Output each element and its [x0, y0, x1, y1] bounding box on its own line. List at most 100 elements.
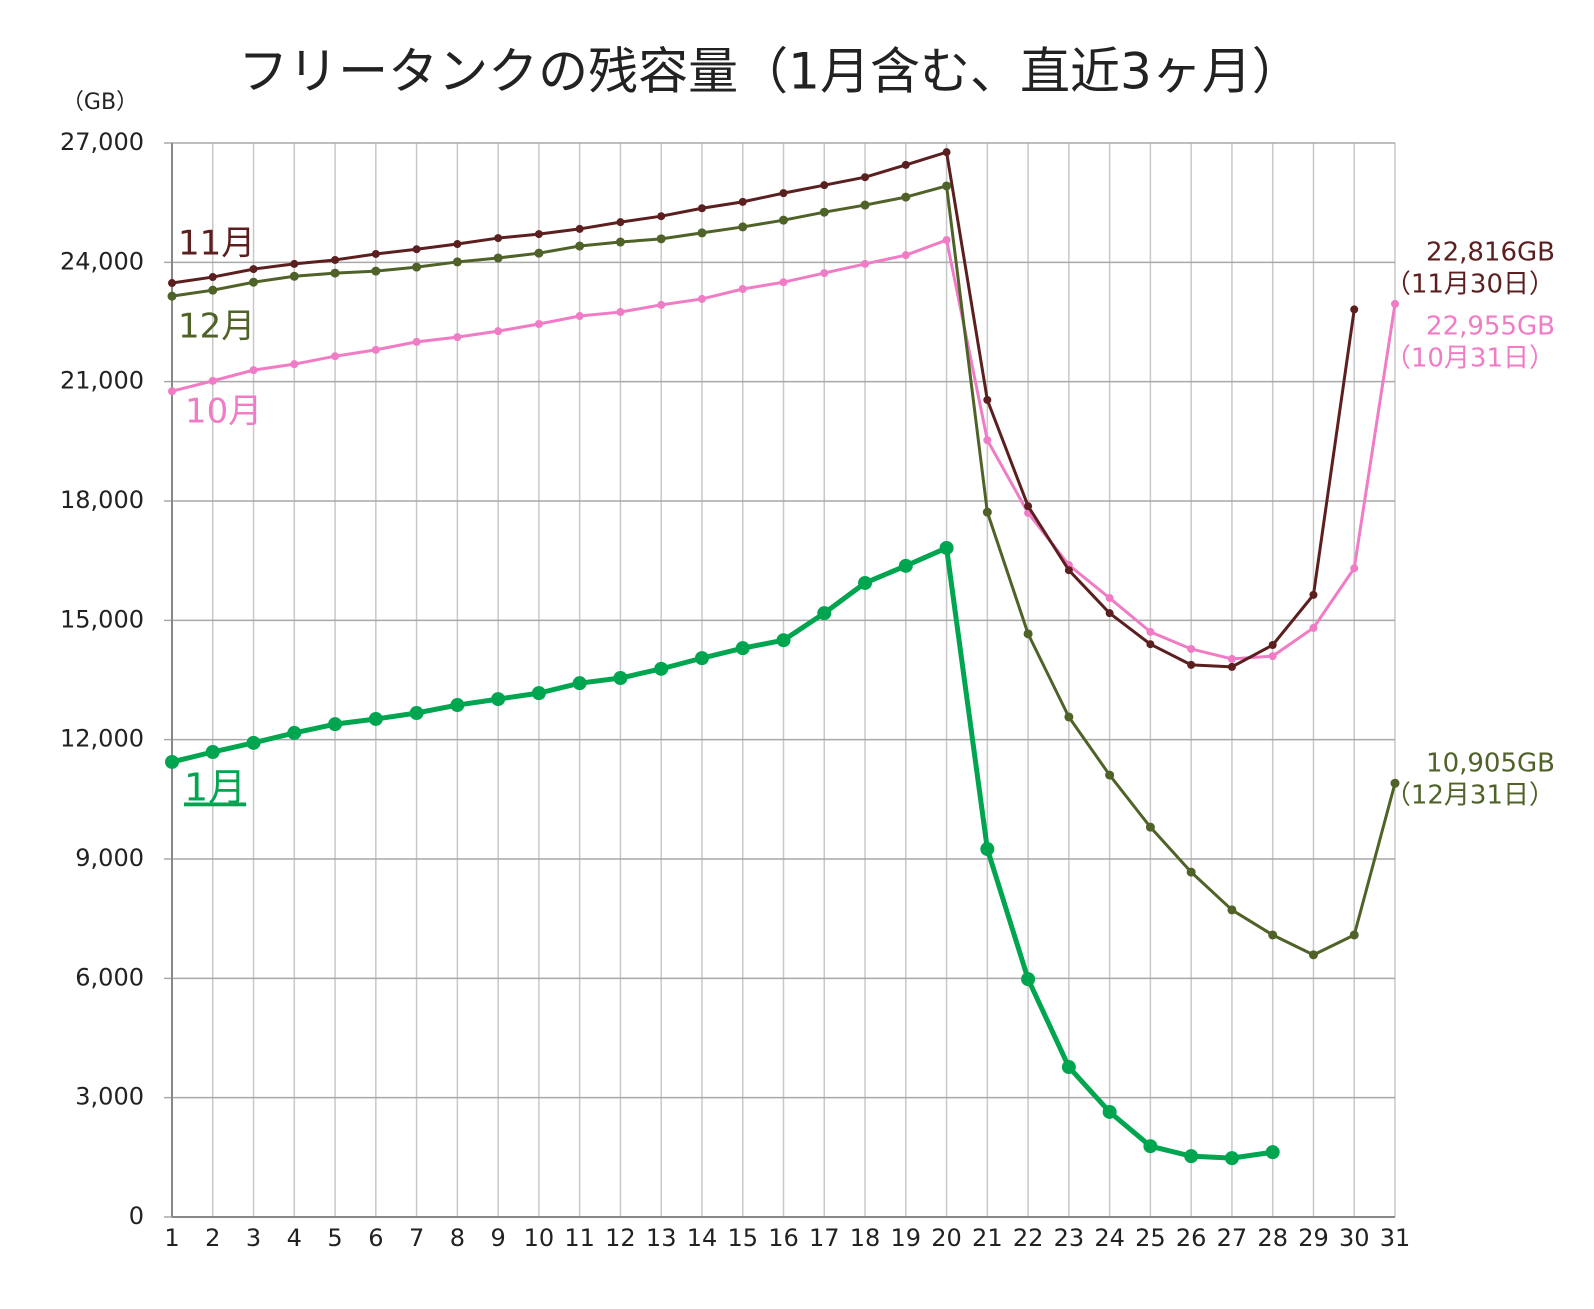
point [983, 436, 992, 445]
point [453, 240, 462, 249]
point [1187, 644, 1196, 653]
point [1143, 1139, 1158, 1154]
point [939, 540, 954, 555]
point [290, 259, 299, 268]
point [817, 606, 832, 621]
x-tick-label: 29 [1298, 1224, 1329, 1252]
point [1227, 905, 1237, 915]
point [779, 189, 788, 198]
point [1105, 770, 1115, 780]
point [1061, 1060, 1076, 1075]
point [1350, 305, 1359, 314]
y-tick-label: 18,000 [60, 486, 144, 514]
annotation: （12月31日） [1385, 781, 1555, 811]
point [409, 706, 424, 721]
point [776, 633, 791, 648]
point [371, 345, 380, 354]
x-tick-label: 22 [1013, 1224, 1044, 1252]
point [208, 273, 217, 282]
point [616, 218, 625, 227]
point [330, 268, 340, 278]
point [779, 278, 788, 287]
series-line [171, 545, 1274, 1161]
x-tick-label: 13 [646, 1224, 677, 1252]
x-tick-label: 23 [1054, 1224, 1085, 1252]
y-unit: （GB） [62, 90, 138, 115]
point [858, 575, 873, 590]
point [1146, 640, 1155, 649]
point [167, 291, 177, 301]
y-tick-label: 6,000 [75, 963, 144, 991]
point [860, 200, 870, 210]
point [735, 641, 750, 656]
point [738, 222, 748, 232]
x-tick-label: 16 [768, 1224, 799, 1252]
point [575, 224, 584, 233]
point [534, 248, 544, 258]
point [1023, 629, 1033, 639]
point [1224, 1151, 1239, 1166]
point [1227, 654, 1236, 663]
x-tick-label: 20 [931, 1224, 962, 1252]
point [1268, 652, 1277, 661]
point [371, 249, 380, 258]
point [1350, 564, 1359, 573]
annotation: 22,816GB [1426, 238, 1555, 268]
point [453, 333, 462, 342]
point [249, 265, 258, 274]
x-tick-label: 30 [1339, 1224, 1370, 1252]
point [942, 148, 951, 157]
point [450, 698, 465, 713]
point [1349, 930, 1359, 940]
point [942, 236, 951, 245]
point [1268, 640, 1277, 649]
point [246, 735, 261, 750]
point [575, 241, 585, 251]
point [697, 204, 706, 213]
series [168, 236, 1399, 663]
point [412, 337, 421, 346]
annotation: （10月31日） [1385, 344, 1555, 374]
y-tick-label: 21,000 [60, 367, 144, 395]
point [371, 266, 381, 276]
point [861, 173, 870, 182]
point [1187, 660, 1196, 669]
point [287, 725, 302, 740]
point [654, 661, 669, 676]
point [983, 395, 992, 404]
point [328, 717, 343, 732]
y-tick-label: 15,000 [60, 605, 144, 633]
annotation: （11月30日） [1385, 270, 1555, 300]
point [1309, 623, 1318, 632]
x-tick-label: 3 [246, 1224, 261, 1252]
point [819, 207, 829, 217]
point [779, 215, 788, 225]
point [820, 269, 829, 278]
x-tick-label: 31 [1380, 1224, 1411, 1252]
point [208, 376, 217, 385]
x-tick-label: 1 [164, 1224, 179, 1252]
point [697, 228, 707, 238]
x-tick-label: 26 [1176, 1224, 1207, 1252]
point [615, 237, 625, 247]
x-tick-label: 6 [368, 1224, 383, 1252]
point [901, 251, 910, 260]
point [657, 212, 666, 221]
point [738, 284, 747, 293]
x-tick-label: 2 [205, 1224, 220, 1252]
point [613, 671, 628, 686]
x-tick-label: 10 [524, 1224, 555, 1252]
point [942, 181, 952, 191]
point [901, 192, 911, 202]
point [493, 253, 503, 263]
x-tick-label: 5 [327, 1224, 342, 1252]
point [494, 327, 503, 336]
y-tick-label: 12,000 [60, 725, 144, 753]
series [168, 148, 1359, 671]
point [249, 277, 259, 287]
series-label: 11月 [178, 224, 255, 264]
point [572, 676, 587, 691]
y-tick-label: 0 [129, 1202, 144, 1230]
point [898, 558, 913, 573]
